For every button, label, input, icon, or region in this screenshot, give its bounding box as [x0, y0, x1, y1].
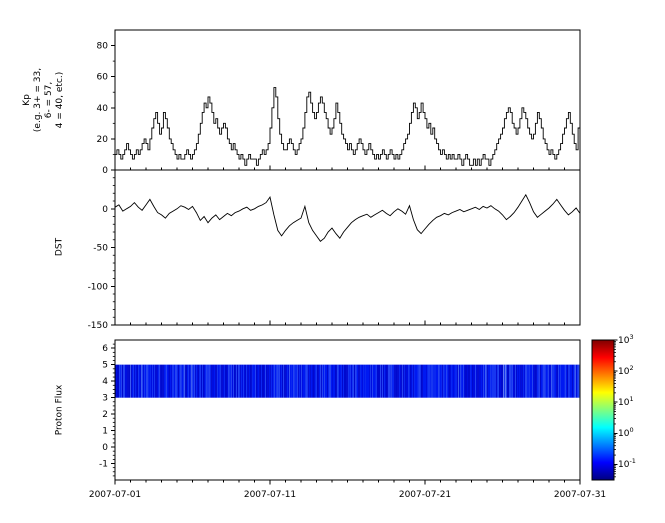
- dst-y-tick-label: -100: [88, 282, 109, 292]
- kp-step-line: [115, 87, 581, 166]
- dst-x-ticks: [114, 320, 581, 325]
- panel-frame-dst: [114, 169, 581, 326]
- kp-y-tick-label: 60: [97, 73, 109, 83]
- proton_flux-y-tick-label: 3: [102, 394, 108, 404]
- dst-y-axis: 0 -50 -100 -150: [88, 177, 115, 331]
- dst-line: [114, 193, 581, 242]
- dst-y-tick-label: 0: [102, 205, 108, 215]
- dst-y-tick-label: -50: [93, 244, 108, 254]
- proton_flux-y-tick-label: -1: [99, 460, 108, 470]
- proton_flux-y-axis: -1 0 1 2 3 4 5 6: [99, 343, 115, 477]
- proton-flux-striations: [115, 364, 580, 398]
- kp-y-tick-label: 40: [97, 104, 109, 114]
- kp-y-tick-label: 0: [102, 166, 108, 176]
- proton_flux-x-ticks: [114, 480, 581, 485]
- proton_flux-y-tick-label: 6: [102, 344, 108, 354]
- panel-frame-proton_flux: [114, 339, 581, 481]
- colorbar: [591, 339, 618, 481]
- kp-y-axis: 0 20 40 60 80: [97, 42, 115, 176]
- colorbar-gradient: [592, 340, 614, 480]
- kp-y-tick-label: 20: [97, 135, 109, 145]
- proton_flux-y-tick-label: 0: [102, 443, 108, 453]
- dst-y-tick-label: -150: [88, 321, 109, 331]
- kp-y-tick-label: 80: [97, 42, 109, 52]
- proton_flux-y-tick-label: 1: [102, 427, 108, 437]
- proton_flux-y-tick-label: 4: [102, 377, 108, 387]
- proton_flux-y-tick-label: 2: [102, 410, 108, 420]
- proton_flux-y-tick-label: 5: [102, 361, 108, 371]
- kp-x-ticks: [114, 165, 581, 170]
